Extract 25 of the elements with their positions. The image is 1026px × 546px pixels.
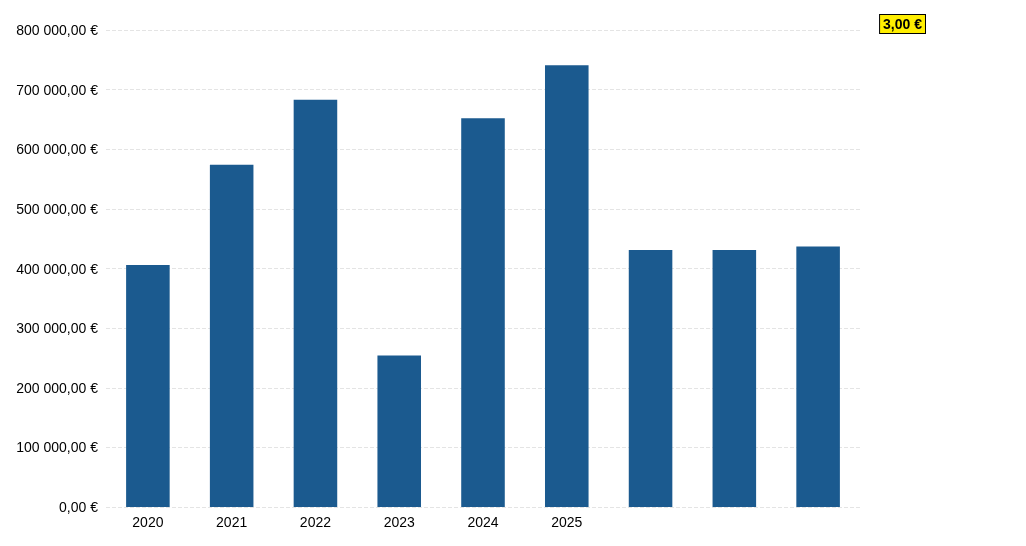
x-tick-label: 2024	[467, 514, 499, 530]
bar	[545, 65, 589, 507]
y-tick-label: 400 000,00 €	[16, 260, 99, 277]
y-tick-label: 200 000,00 €	[16, 379, 99, 396]
y-tick-label: 500 000,00 €	[16, 200, 99, 217]
bar	[461, 118, 505, 507]
y-tick-label: 100 000,00 €	[16, 439, 99, 456]
y-tick-label: 300 000,00 €	[16, 320, 99, 337]
bar	[293, 99, 338, 507]
x-tick-label: 2021	[216, 514, 248, 530]
x-tick-label: 2022	[299, 514, 332, 530]
bar	[209, 164, 254, 507]
bar	[377, 355, 421, 507]
bar	[796, 246, 840, 507]
y-tick-label: 800 000,00 €	[16, 22, 99, 38]
x-tick-label: 2023	[383, 514, 415, 530]
x-tick-label: 2020	[132, 514, 164, 530]
bar	[712, 250, 757, 507]
x-tick-label: 2025	[551, 514, 583, 530]
bar	[628, 250, 673, 507]
bar	[126, 264, 170, 507]
y-tick-label: 0,00 €	[59, 499, 99, 515]
y-tick-label: 600 000,00 €	[16, 141, 99, 158]
text: 3,00 €	[883, 16, 923, 32]
y-tick-label: 700 000,00 €	[16, 81, 99, 98]
